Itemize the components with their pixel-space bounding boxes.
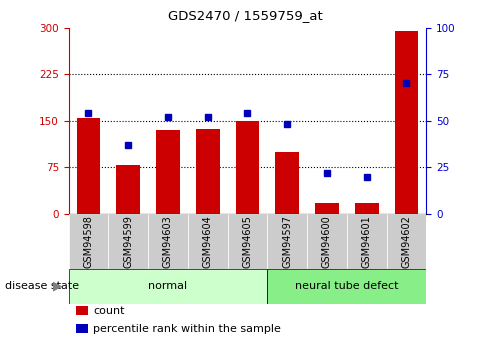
Bar bbox=[116, 166, 140, 214]
Bar bbox=[236, 121, 259, 214]
Bar bbox=[315, 203, 339, 214]
Text: GSM94604: GSM94604 bbox=[203, 215, 213, 268]
Bar bbox=[148, 214, 188, 269]
Text: GSM94601: GSM94601 bbox=[362, 215, 372, 268]
Bar bbox=[76, 306, 88, 315]
Text: percentile rank within the sample: percentile rank within the sample bbox=[93, 324, 281, 334]
Text: GDS2470 / 1559759_at: GDS2470 / 1559759_at bbox=[168, 9, 322, 22]
Bar bbox=[156, 130, 180, 214]
Text: GSM94605: GSM94605 bbox=[243, 215, 252, 268]
Text: GSM94602: GSM94602 bbox=[401, 215, 412, 268]
Bar bbox=[268, 214, 307, 269]
Bar bbox=[76, 324, 88, 333]
Bar bbox=[196, 129, 220, 214]
Text: normal: normal bbox=[148, 282, 188, 291]
Text: GSM94599: GSM94599 bbox=[123, 215, 133, 268]
Bar bbox=[227, 214, 268, 269]
Text: disease state: disease state bbox=[5, 282, 79, 291]
Bar bbox=[69, 269, 268, 304]
Text: GSM94598: GSM94598 bbox=[83, 215, 94, 268]
Text: GSM94597: GSM94597 bbox=[282, 215, 292, 268]
Text: GSM94603: GSM94603 bbox=[163, 215, 173, 268]
Bar bbox=[188, 214, 227, 269]
Bar bbox=[76, 118, 100, 214]
Bar bbox=[69, 214, 108, 269]
Text: GSM94600: GSM94600 bbox=[322, 215, 332, 268]
Text: count: count bbox=[93, 306, 124, 316]
Bar bbox=[307, 214, 347, 269]
Text: ▶: ▶ bbox=[53, 280, 63, 293]
Bar bbox=[394, 31, 418, 214]
Bar bbox=[387, 214, 426, 269]
Bar bbox=[268, 269, 426, 304]
Bar bbox=[355, 203, 379, 214]
Bar bbox=[347, 214, 387, 269]
Text: neural tube defect: neural tube defect bbox=[295, 282, 398, 291]
Bar bbox=[108, 214, 148, 269]
Bar bbox=[275, 152, 299, 214]
